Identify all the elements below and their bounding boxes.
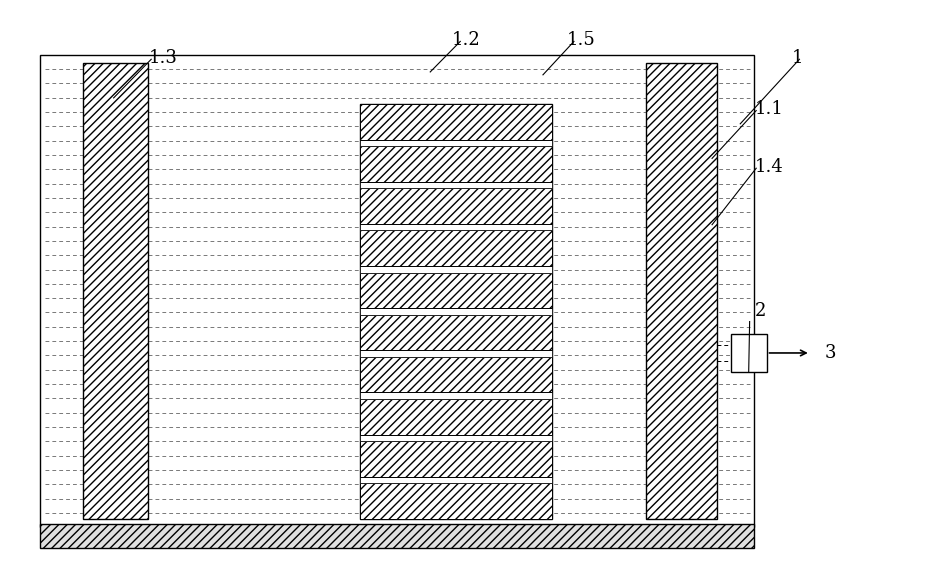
Bar bbox=[360, 350, 552, 357]
Bar bbox=[360, 266, 552, 272]
Bar bbox=[646, 63, 716, 519]
Bar bbox=[360, 104, 552, 140]
Bar bbox=[360, 477, 552, 483]
Text: 1: 1 bbox=[791, 48, 802, 66]
Bar bbox=[360, 483, 552, 519]
Text: 1.1: 1.1 bbox=[753, 101, 783, 118]
Bar bbox=[82, 63, 148, 519]
Bar bbox=[360, 308, 552, 315]
Text: 1.3: 1.3 bbox=[148, 48, 177, 66]
Bar bbox=[360, 230, 552, 266]
Bar bbox=[360, 104, 552, 519]
Bar bbox=[360, 182, 552, 189]
Bar bbox=[360, 315, 552, 350]
Bar bbox=[730, 334, 766, 372]
Text: 1.2: 1.2 bbox=[451, 31, 480, 49]
Text: 2: 2 bbox=[753, 302, 765, 320]
Text: 1.5: 1.5 bbox=[565, 31, 595, 49]
Bar bbox=[41, 524, 753, 548]
Bar bbox=[360, 399, 552, 435]
Bar bbox=[360, 189, 552, 224]
Text: 3: 3 bbox=[824, 344, 835, 361]
Bar bbox=[360, 140, 552, 146]
Bar bbox=[360, 224, 552, 230]
Bar bbox=[41, 55, 753, 527]
Bar bbox=[360, 272, 552, 308]
Text: 1.4: 1.4 bbox=[753, 158, 783, 176]
Bar bbox=[360, 146, 552, 182]
Bar bbox=[360, 357, 552, 392]
Bar bbox=[360, 435, 552, 441]
Bar bbox=[360, 392, 552, 399]
Bar bbox=[360, 441, 552, 477]
